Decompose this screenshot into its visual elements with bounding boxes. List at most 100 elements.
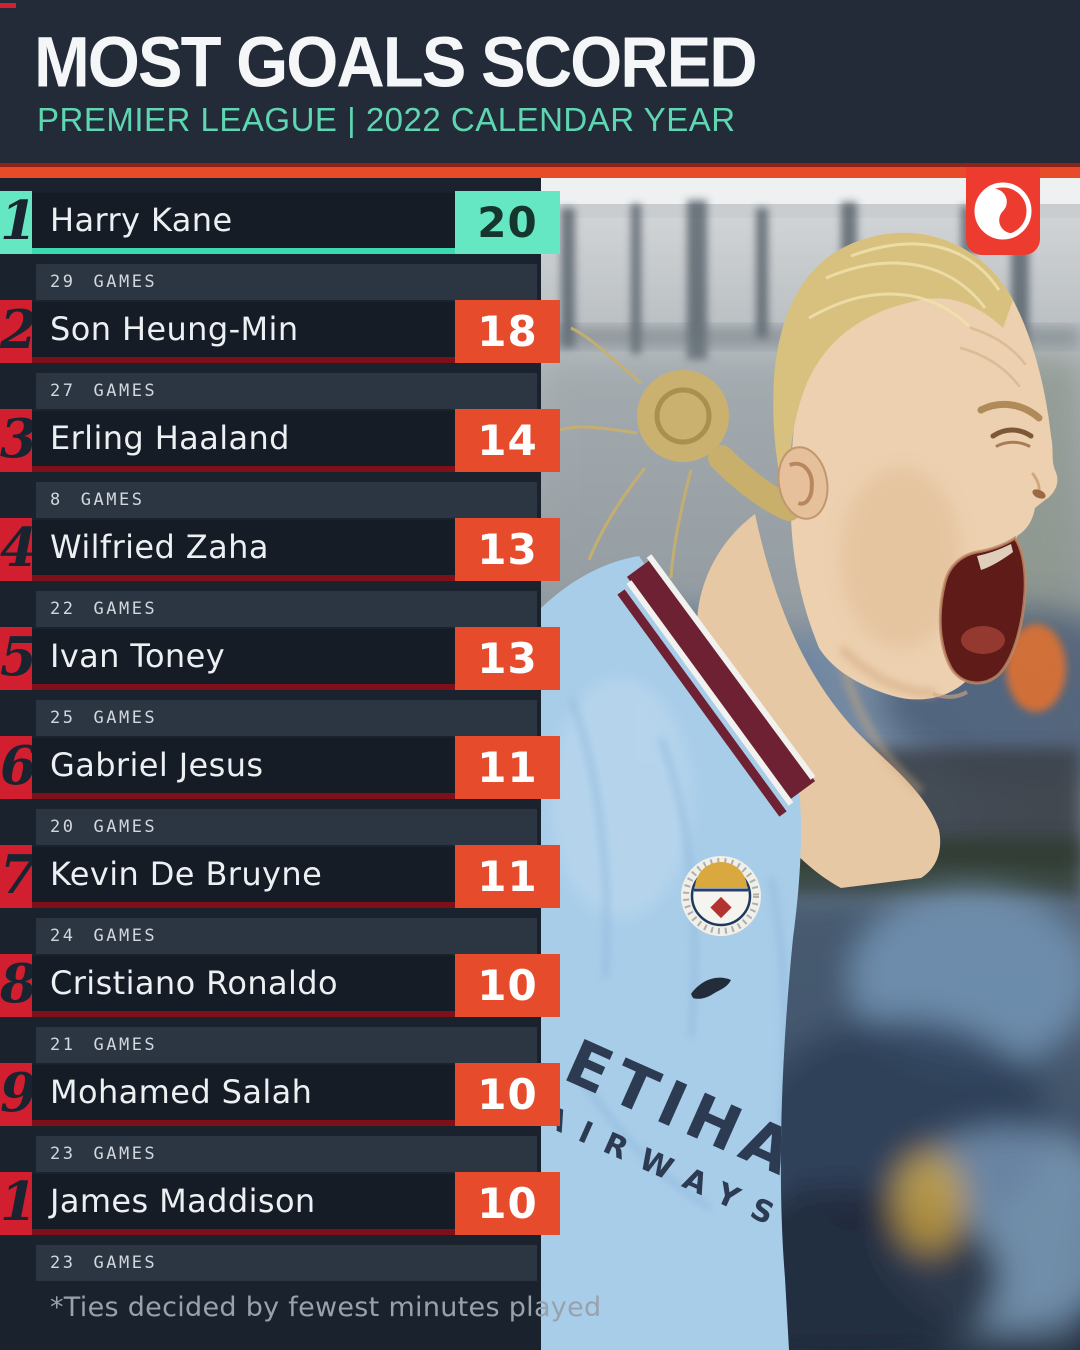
games-value: 27 — [50, 381, 76, 401]
yin-yang-icon — [974, 182, 1032, 240]
games-label: GAMES — [93, 817, 158, 837]
brand-logo-badge — [966, 167, 1040, 255]
page-title: MOST GOALS SCORED — [34, 23, 758, 103]
page-subtitle: PREMIER LEAGUE | 2022 CALENDAR YEAR — [37, 101, 736, 138]
player-name: Cristiano Ronaldo — [50, 964, 338, 1002]
rank-strip: 5 — [0, 627, 32, 690]
player-name-bar: James Maddison — [32, 1174, 455, 1235]
rank-strip: 8 — [0, 954, 32, 1017]
games-value: 20 — [50, 817, 76, 837]
goals-value: 14 — [477, 416, 538, 465]
rank-strip: 2 — [0, 300, 32, 363]
goals-value: 13 — [477, 634, 538, 683]
player-row-3: 3 Erling Haaland 14 8 GAMES — [0, 409, 562, 518]
player-name-bar: Kevin De Bruyne — [32, 847, 455, 908]
rank-strip: 3 — [0, 409, 32, 472]
goals-value: 11 — [477, 852, 538, 901]
games-label: GAMES — [93, 272, 158, 292]
games-label: GAMES — [93, 381, 158, 401]
games-bar: 8 GAMES — [36, 482, 537, 518]
goals-badge: 14 — [455, 409, 560, 472]
puma-logo — [691, 977, 731, 999]
goals-badge: 10 — [455, 1063, 560, 1126]
goals-badge: 18 — [455, 300, 560, 363]
corner-accent-dash — [0, 3, 16, 8]
goals-value: 13 — [477, 525, 538, 574]
player-row-4: 4 Wilfried Zaha 13 22 GAMES — [0, 518, 562, 627]
rank-number: 9 — [0, 1063, 32, 1126]
games-value: 29 — [50, 272, 76, 292]
player-row-9: 9 Mohamed Salah 10 23 GAMES — [0, 1063, 562, 1172]
games-bar: 21 GAMES — [36, 1027, 537, 1063]
player-name: Harry Kane — [50, 201, 233, 239]
goals-badge: 11 — [455, 845, 560, 908]
goals-value: 18 — [477, 307, 538, 356]
city-crest — [681, 856, 761, 936]
games-bar: 23 GAMES — [36, 1245, 537, 1281]
player-name-bar: Cristiano Ronaldo — [32, 956, 455, 1017]
games-value: 22 — [50, 599, 76, 619]
player-name: Mohamed Salah — [50, 1073, 313, 1111]
divider-orange-bar — [0, 167, 1080, 178]
player-row-8: 8 Cristiano Ronaldo 10 21 GAMES — [0, 954, 562, 1063]
rank-strip: 10 — [0, 1172, 32, 1235]
player-photo: ETIHAD AIRWAYS — [541, 178, 1080, 1350]
rank-number: 1 — [0, 191, 32, 254]
player-name: James Maddison — [50, 1182, 316, 1220]
ties-footnote: *Ties decided by fewest minutes played — [50, 1292, 602, 1323]
player-row-2: 2 Son Heung-Min 18 27 GAMES — [0, 300, 562, 409]
goals-badge: 10 — [455, 954, 560, 1017]
player-name: Wilfried Zaha — [50, 528, 269, 566]
games-label: GAMES — [93, 1035, 158, 1055]
haaland-photo-illustration: ETIHAD AIRWAYS — [541, 178, 1080, 1350]
games-value: 25 — [50, 708, 76, 728]
rank-number: 7 — [0, 845, 32, 908]
player-row-7: 7 Kevin De Bruyne 11 24 GAMES — [0, 845, 562, 954]
goals-value: 10 — [477, 1179, 538, 1228]
games-label: GAMES — [93, 708, 158, 728]
player-name-bar: Ivan Toney — [32, 629, 455, 690]
rank-strip: 7 — [0, 845, 32, 908]
games-value: 23 — [50, 1253, 76, 1273]
player-name-bar: Son Heung-Min — [32, 302, 455, 363]
rank-number: 5 — [0, 627, 32, 690]
games-bar: 24 GAMES — [36, 918, 537, 954]
games-label: GAMES — [93, 1144, 158, 1164]
goals-badge: 20 — [455, 191, 560, 254]
player-name: Son Heung-Min — [50, 310, 299, 348]
player-name: Erling Haaland — [50, 419, 290, 457]
haaland-head — [558, 232, 1058, 700]
games-bar: 20 GAMES — [36, 809, 537, 845]
goals-badge: 13 — [455, 518, 560, 581]
games-value: 24 — [50, 926, 76, 946]
player-row-10: 10 James Maddison 10 23 GAMES — [0, 1172, 562, 1281]
rank-strip: 1 — [0, 191, 32, 254]
player-name-bar: Erling Haaland — [32, 411, 455, 472]
rank-number: 4 — [0, 518, 32, 581]
player-name: Gabriel Jesus — [50, 746, 264, 784]
rank-strip: 9 — [0, 1063, 32, 1126]
games-bar: 27 GAMES — [36, 373, 537, 409]
rank-number: 2 — [0, 300, 32, 363]
player-name-bar: Mohamed Salah — [32, 1065, 455, 1126]
games-bar: 29 GAMES — [36, 264, 537, 300]
goals-badge: 11 — [455, 736, 560, 799]
rank-number: 3 — [0, 409, 32, 472]
player-name-bar: Harry Kane — [32, 193, 455, 254]
games-label: GAMES — [93, 599, 158, 619]
rank-strip: 4 — [0, 518, 32, 581]
goals-badge: 13 — [455, 627, 560, 690]
goals-value: 20 — [477, 198, 538, 247]
games-value: 8 — [50, 490, 63, 510]
goals-value: 10 — [477, 961, 538, 1010]
rank-number: 10 — [0, 1172, 32, 1235]
rank-number: 8 — [0, 954, 32, 1017]
games-bar: 23 GAMES — [36, 1136, 537, 1172]
player-row-1: 1 Harry Kane 20 29 GAMES — [0, 191, 562, 300]
games-label: GAMES — [80, 490, 145, 510]
rank-number: 6 — [0, 736, 32, 799]
games-label: GAMES — [93, 1253, 158, 1273]
steward-orange-blob — [1006, 624, 1066, 712]
